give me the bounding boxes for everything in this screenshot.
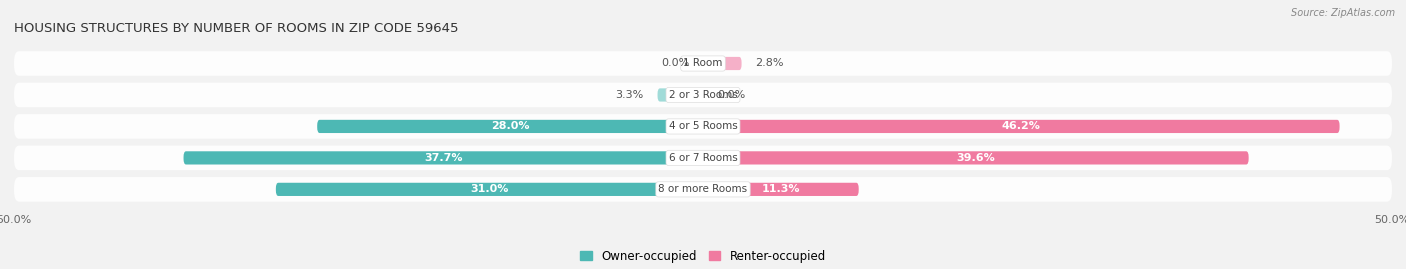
Text: 2 or 3 Rooms: 2 or 3 Rooms <box>669 90 737 100</box>
Text: 39.6%: 39.6% <box>956 153 995 163</box>
FancyBboxPatch shape <box>318 120 703 133</box>
FancyBboxPatch shape <box>14 114 1392 139</box>
Text: 46.2%: 46.2% <box>1002 121 1040 132</box>
Text: 37.7%: 37.7% <box>425 153 463 163</box>
Legend: Owner-occupied, Renter-occupied: Owner-occupied, Renter-occupied <box>575 245 831 267</box>
FancyBboxPatch shape <box>703 57 741 70</box>
FancyBboxPatch shape <box>703 151 1249 165</box>
FancyBboxPatch shape <box>703 120 1340 133</box>
Text: 2.8%: 2.8% <box>755 58 785 69</box>
FancyBboxPatch shape <box>14 146 1392 170</box>
FancyBboxPatch shape <box>14 51 1392 76</box>
FancyBboxPatch shape <box>184 151 703 165</box>
Text: 4 or 5 Rooms: 4 or 5 Rooms <box>669 121 737 132</box>
Text: 28.0%: 28.0% <box>491 121 529 132</box>
Text: 11.3%: 11.3% <box>762 184 800 194</box>
Text: 8 or more Rooms: 8 or more Rooms <box>658 184 748 194</box>
Text: 31.0%: 31.0% <box>470 184 509 194</box>
FancyBboxPatch shape <box>658 88 703 102</box>
Text: 6 or 7 Rooms: 6 or 7 Rooms <box>669 153 737 163</box>
Text: 0.0%: 0.0% <box>717 90 745 100</box>
Text: 0.0%: 0.0% <box>661 58 689 69</box>
FancyBboxPatch shape <box>703 183 859 196</box>
FancyBboxPatch shape <box>14 177 1392 202</box>
FancyBboxPatch shape <box>276 183 703 196</box>
FancyBboxPatch shape <box>14 83 1392 107</box>
Text: Source: ZipAtlas.com: Source: ZipAtlas.com <box>1291 8 1395 18</box>
Text: 3.3%: 3.3% <box>616 90 644 100</box>
Text: 1 Room: 1 Room <box>683 58 723 69</box>
Text: HOUSING STRUCTURES BY NUMBER OF ROOMS IN ZIP CODE 59645: HOUSING STRUCTURES BY NUMBER OF ROOMS IN… <box>14 22 458 35</box>
